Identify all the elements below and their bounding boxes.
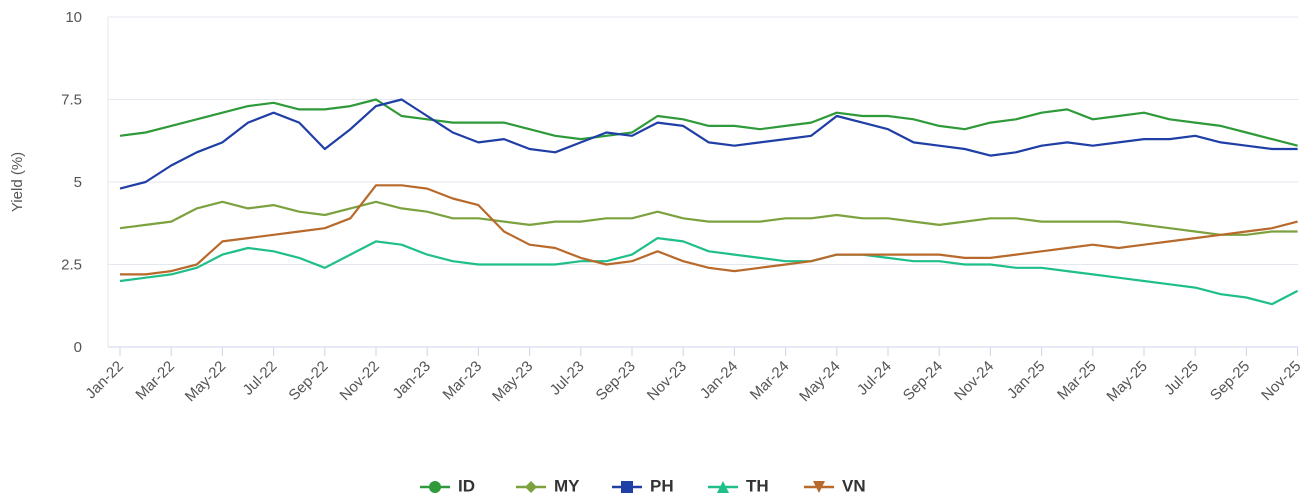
x-tick-label: Nov-23 bbox=[644, 358, 690, 404]
x-tick-label: Sep-25 bbox=[1207, 358, 1253, 404]
x-tick-label: Sep-23 bbox=[593, 358, 639, 404]
series-line bbox=[120, 184, 1298, 276]
x-tick-label: Sep-24 bbox=[900, 358, 946, 404]
x-tick-label: Jan-23 bbox=[390, 358, 434, 402]
legend-label: PH bbox=[650, 476, 674, 495]
y-tick-label: 0 bbox=[74, 339, 82, 356]
x-tick-label: Jan-22 bbox=[82, 358, 126, 402]
x-tick-label: May-22 bbox=[182, 358, 229, 405]
legend-marker bbox=[429, 481, 441, 493]
series-line bbox=[119, 98, 1298, 190]
y-tick-label: 5 bbox=[74, 174, 82, 191]
x-tick-label: Jul-22 bbox=[240, 358, 281, 399]
y-tick-label: 7.5 bbox=[61, 92, 82, 109]
x-tick-label: Mar-23 bbox=[440, 358, 486, 404]
legend-marker bbox=[525, 481, 537, 493]
x-tick-label: Jul-23 bbox=[547, 358, 588, 399]
y-axis-title: Yield (%) bbox=[9, 152, 26, 212]
y-tick-label: 2.5 bbox=[61, 257, 82, 274]
x-tick-label: Mar-25 bbox=[1054, 358, 1100, 404]
x-tick-label: Nov-24 bbox=[951, 358, 997, 404]
x-tick-label: Jan-24 bbox=[697, 358, 741, 402]
legend-marker bbox=[717, 481, 729, 493]
x-tick-label: May-25 bbox=[1103, 358, 1150, 405]
legend-label: TH bbox=[746, 476, 769, 495]
x-tick-label: Jan-25 bbox=[1004, 358, 1048, 402]
legend-label: VN bbox=[842, 476, 866, 495]
x-tick-label: May-24 bbox=[796, 358, 843, 405]
x-tick-label: Jul-25 bbox=[1161, 358, 1202, 399]
x-tick-label: Nov-25 bbox=[1258, 358, 1300, 404]
legend-label: ID bbox=[458, 476, 475, 495]
x-tick-label: May-23 bbox=[489, 358, 536, 405]
y-tick-label: 10 bbox=[65, 9, 82, 26]
x-tick-label: Jul-24 bbox=[854, 358, 895, 399]
legend-label: MY bbox=[554, 476, 580, 495]
series-line bbox=[119, 237, 1299, 306]
series-line bbox=[119, 200, 1298, 236]
x-tick-label: Mar-24 bbox=[747, 358, 793, 404]
legend-marker bbox=[621, 481, 633, 493]
x-tick-label: Mar-22 bbox=[132, 358, 178, 404]
series-line bbox=[119, 98, 1298, 147]
legend-marker bbox=[813, 481, 825, 493]
x-tick-label: Nov-22 bbox=[337, 358, 383, 404]
x-tick-label: Sep-22 bbox=[285, 358, 331, 404]
